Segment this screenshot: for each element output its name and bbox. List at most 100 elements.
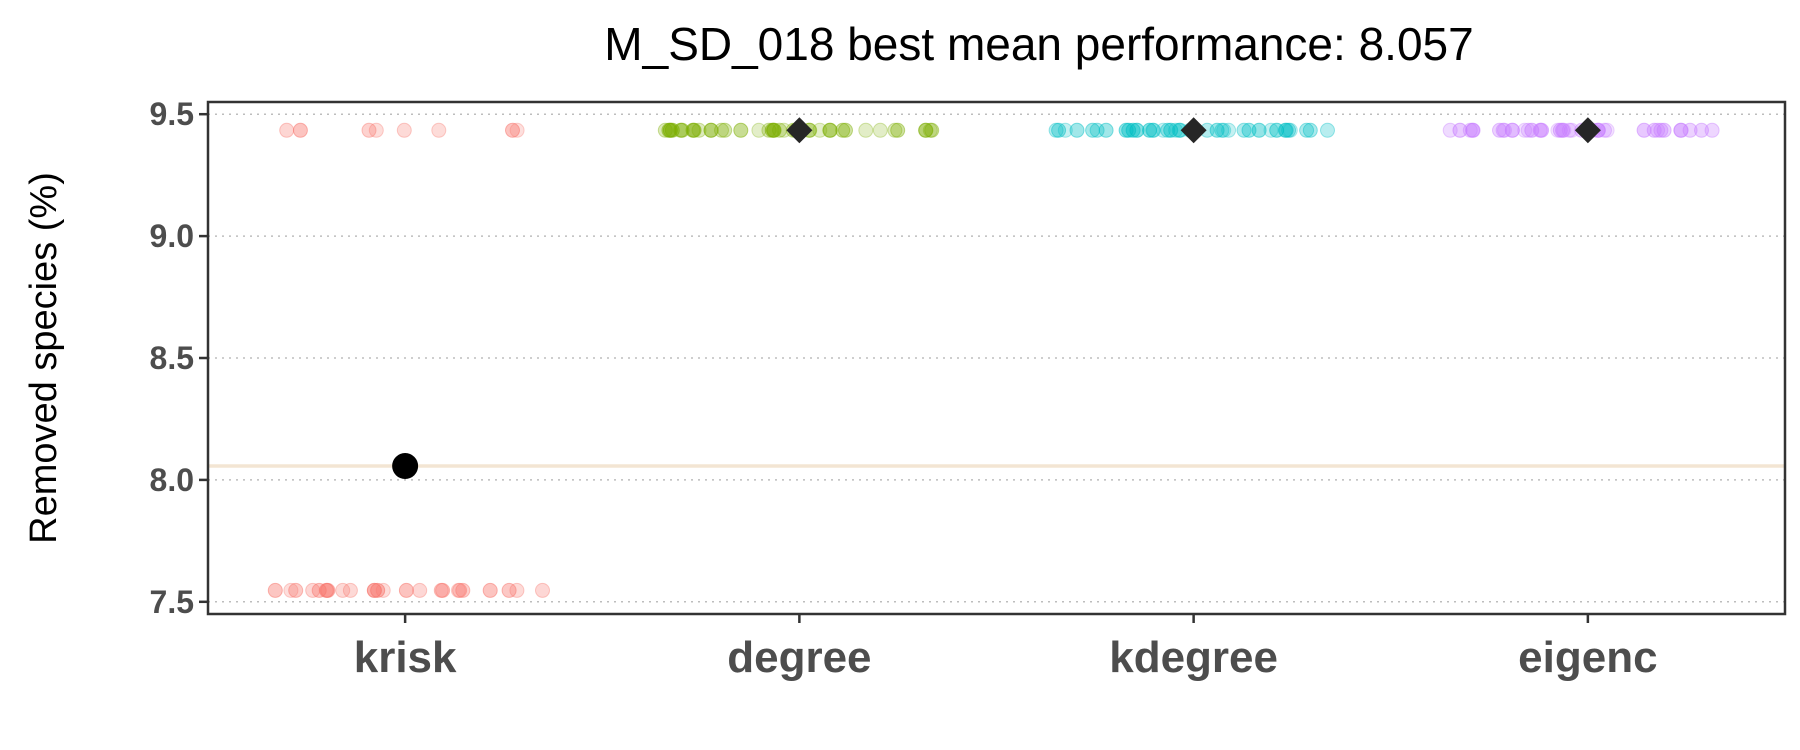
data-point [455,582,471,598]
data-point [1302,122,1318,138]
data-point [918,122,934,138]
data-point [1497,122,1512,138]
data-point [1465,122,1481,138]
data-point [1504,122,1520,138]
data-point [396,122,412,138]
data-point [1241,122,1257,138]
data-point [1452,122,1468,138]
data-point [1599,122,1615,138]
data-points [267,122,1720,598]
data-point [505,122,520,138]
data-point [1656,122,1672,138]
data-point [1465,122,1480,138]
data-point [1251,122,1267,138]
data-point [1532,122,1548,138]
data-point [1142,122,1157,138]
data-point [342,582,358,598]
data-point [1089,122,1105,138]
data-point [535,582,550,598]
x-tick-label: degree [727,633,871,682]
data-point [751,122,767,138]
data-point [1520,122,1536,138]
data-point [370,582,386,598]
data-point [872,122,888,138]
data-point [761,122,777,138]
data-point [305,582,321,598]
data-point [858,122,874,138]
data-point [733,122,749,138]
data-point [887,122,903,138]
data-point [1145,122,1161,138]
data-point [431,122,447,138]
data-point [368,122,384,138]
data-point [1057,122,1073,138]
data-point [1085,122,1101,138]
data-point [433,582,449,598]
data-point [717,122,733,138]
data-point [1524,122,1540,138]
data-point [1214,122,1230,138]
data-point [366,582,382,598]
y-tick-label: 7.5 [150,584,194,620]
data-point [1048,122,1064,138]
data-point [838,122,853,138]
data-point [1282,122,1298,138]
data-point [890,122,906,138]
data-point [501,582,517,598]
data-point [1129,122,1145,138]
data-point [288,582,304,598]
mean-marker [392,453,419,480]
data-point [1452,122,1468,138]
data-point [335,582,351,598]
data-point [375,582,391,598]
data-point [1129,122,1145,138]
data-point [1504,122,1520,138]
data-point [1462,122,1478,138]
data-point [292,122,308,138]
data-point [1299,122,1315,138]
data-point [1673,122,1689,138]
data-point [685,122,701,138]
y-axis: 7.5 8.0 8.5 9.0 9.5 [150,96,208,620]
data-point [663,122,678,138]
data-point [1221,122,1237,138]
data-point [1682,122,1698,138]
data-point [1281,122,1297,138]
data-point [319,582,335,598]
data-point [703,122,719,138]
data-point [1263,122,1279,138]
data-point [509,582,525,598]
y-tick-label: 8.5 [150,340,194,376]
data-point [1160,122,1176,138]
mean-markers [392,117,1601,480]
data-point [1146,122,1162,138]
data-point [1442,122,1458,138]
y-tick-label: 8.0 [150,462,194,498]
x-tick-label: eigenc [1518,633,1657,682]
data-point [1209,122,1225,138]
plot-panel-border [206,100,1787,616]
mean-marker [786,117,813,144]
data-point [1320,122,1335,138]
data-point [1277,122,1293,138]
data-point [1216,122,1232,138]
data-point [398,582,414,598]
data-point [412,582,428,598]
data-point [657,122,673,138]
data-point [482,582,498,598]
data-point [1492,122,1507,138]
data-point [1550,122,1566,138]
data-point [673,122,689,138]
data-point [812,122,828,138]
data-point [361,122,377,138]
mean-marker [1180,117,1207,144]
grid-lines [208,113,1785,603]
x-tick-label: kdegree [1109,633,1278,682]
data-point [1069,122,1085,138]
data-point [703,122,719,138]
data-point [1236,122,1252,138]
data-point [918,122,933,138]
data-point [311,582,327,598]
mean-marker [1574,117,1601,144]
